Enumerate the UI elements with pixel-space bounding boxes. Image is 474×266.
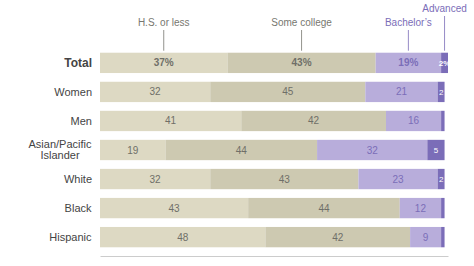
bar-segment [165,140,317,160]
bar-segment [100,140,165,160]
header-tick [163,30,164,51]
series-header: Some college [271,17,332,28]
bar-segment [438,82,445,102]
data-labels: 37% 32 41 19 32 43 48 43% 45 42 44 43 44 42 19% 21 16 32 2… [127,57,450,242]
bar-segment [210,169,358,189]
bar-segment [410,227,441,247]
series-headers: H.S. or less Some college Bachelor’s Advanc… [138,3,467,51]
bar-segment [441,198,444,218]
header-tick [408,30,409,51]
bar-segment [227,53,375,73]
bar-segment [248,198,400,218]
data-label: 12 [415,203,427,214]
data-label: 44 [236,145,248,156]
data-label: 41 [165,115,177,126]
data-label: 32 [367,145,379,156]
bar-segment [100,53,227,73]
data-label: 48 [177,232,189,243]
bar-segment [400,198,441,218]
bar-segment [317,140,427,160]
series-header: Advanced [422,3,466,14]
bar-segment [441,111,444,131]
category-label: Hispanic [49,231,92,243]
data-label: 32 [150,86,162,97]
category-label: Women [54,86,92,98]
chart: 37% 32 41 19 32 43 48 43% 45 42 44 43 44 42 19% 21 16 32 2… [0,0,474,266]
bar-segment [210,82,365,102]
data-label: 5 [434,146,439,155]
bar-segment [365,82,437,102]
category-label: Asian/PacificIslander [29,138,92,161]
axis-line [101,256,449,257]
bar-segment [100,169,210,189]
x-axis [101,256,449,257]
bar-segment [427,140,444,160]
bar-segment [100,111,241,131]
data-label: 2 [439,88,444,97]
data-label: 21 [396,86,408,97]
data-label: 43 [169,203,181,214]
series-header: H.S. or less [138,17,190,28]
bar-segment [386,111,441,131]
series-header: Bachelor’s [385,17,432,28]
category-label: Black [65,202,92,214]
category-label: White [64,173,92,185]
data-label: 23 [392,174,404,185]
data-label: 19 [127,145,139,156]
data-label: 9 [423,232,429,243]
category-label: Total [64,56,92,70]
bar-segment [265,227,410,247]
bar-segment [100,82,210,102]
data-label: 32 [150,174,162,185]
category-label: Men [71,115,92,127]
data-label: 43% [292,57,312,68]
header-tick [444,16,445,51]
data-label: 43 [279,174,291,185]
data-label: 2 [439,175,444,184]
y-axis-labels: Total Women Men Asian/PacificIslander White B… [29,56,92,243]
data-label: 42 [308,115,320,126]
bar-segment [441,227,444,247]
bar-segment [438,169,445,189]
data-label: 2% [439,59,451,68]
header-tick [301,30,302,51]
data-label: 37% [154,57,174,68]
bar-segment [241,111,386,131]
plot: 37% 32 41 19 32 43 48 43% 45 42 44 43 44 42 19% 21 16 32 2… [29,53,451,257]
data-label: 19% [398,57,418,68]
data-label: 45 [282,86,294,97]
data-label: 44 [318,203,330,214]
bar-segment [100,227,265,247]
data-label: 42 [332,232,344,243]
data-label: 16 [408,115,420,126]
bars [100,53,448,248]
bar-segment [376,53,441,73]
bar-segment [358,169,437,189]
bar-segment [100,198,248,218]
